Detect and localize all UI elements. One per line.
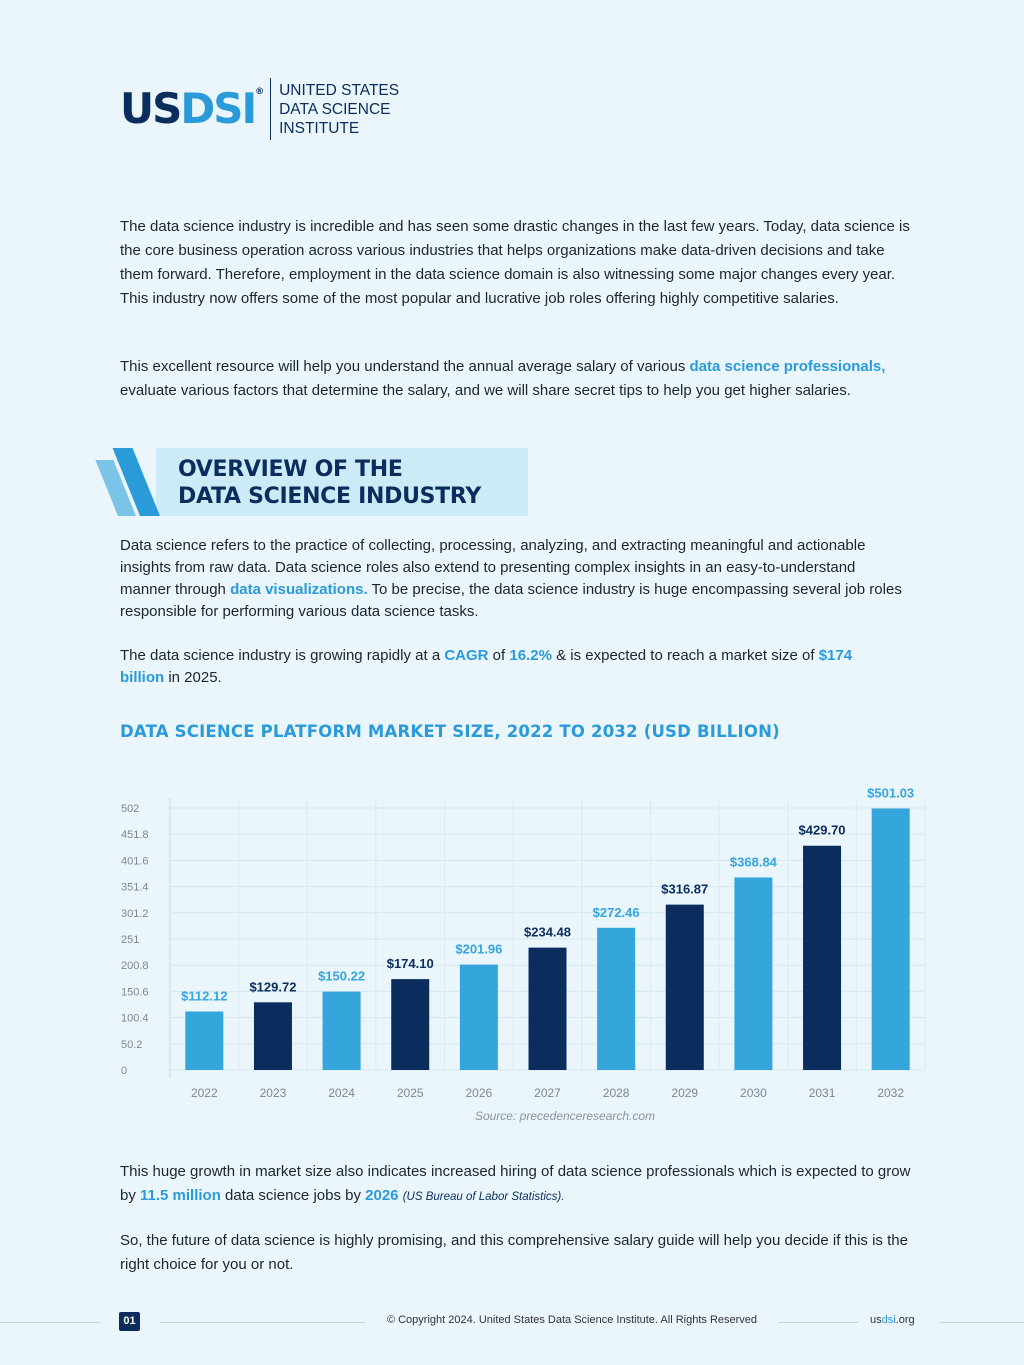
- logo-line-3: INSTITUTE: [279, 119, 360, 137]
- growth-text-c: & is expected to reach a market size of: [551, 647, 819, 664]
- y-tick-label: 451.8: [121, 829, 149, 841]
- growth-paragraph-2: So, the future of data science is highly…: [120, 1232, 908, 1273]
- section-title-line-1: OVERVIEW OF THE: [178, 457, 403, 482]
- x-tick-label: 2030: [740, 1086, 767, 1100]
- market-size-highlight: $174 billion: [120, 647, 853, 686]
- jobs-text-a: This huge growth in market size also ind…: [120, 1163, 911, 1204]
- bar-2029: [665, 904, 704, 1070]
- intro-text: This excellent resource will help you un…: [120, 358, 690, 375]
- copyright: © Copyright 2024. United States Data Sci…: [386, 1314, 758, 1326]
- data-label-2031: $429.70: [799, 823, 846, 838]
- data-label-2026: $201.96: [455, 942, 502, 957]
- x-tick-label: 2025: [397, 1086, 424, 1100]
- intro-paragraph-2: This excellent resource will help you un…: [120, 355, 920, 403]
- x-tick-label: 2031: [809, 1086, 836, 1100]
- footer: 01 © Copyright 2024. United States Data …: [0, 1312, 1024, 1332]
- data-label-2027: $234.48: [524, 925, 571, 940]
- x-tick-label: 2022: [191, 1086, 218, 1100]
- section-heading: OVERVIEW OF THE DATA SCIENCE INDUSTRY: [95, 448, 538, 518]
- growth-text-d: in 2025.: [164, 669, 222, 686]
- y-tick-label: 502: [121, 803, 139, 815]
- section-title: OVERVIEW OF THE DATA SCIENCE INDUSTRY: [178, 456, 481, 510]
- bar-2032: [871, 808, 910, 1070]
- bar-2022: [185, 1011, 224, 1070]
- registered-mark: ®: [255, 87, 265, 97]
- y-tick-label: 251: [121, 934, 139, 946]
- data-label-2025: $174.10: [387, 956, 434, 971]
- logo-divider: [270, 78, 272, 140]
- overview-paragraph-2: The data science industry is growing rap…: [120, 645, 900, 689]
- y-tick-label: 351.4: [121, 882, 149, 894]
- chart-title: DATA SCIENCE PLATFORM MARKET SIZE, 2022 …: [120, 722, 780, 741]
- heading-band: [156, 448, 528, 516]
- logo-text: UNITED STATES DATA SCIENCE INSTITUTE: [279, 81, 399, 138]
- bar-2031: [803, 845, 842, 1070]
- logo-line-1: UNITED STATES: [279, 81, 400, 99]
- site-part-dsi: dsi: [881, 1314, 896, 1326]
- logo-mark-dsi: DSI: [180, 84, 257, 133]
- data-visualizations-link[interactable]: data visualizations.: [230, 581, 368, 598]
- site-link[interactable]: usdsi.org: [870, 1314, 915, 1326]
- intro-text-end: evaluate various factors that determine …: [120, 382, 851, 399]
- footer-rule: [940, 1322, 1024, 1323]
- chart-source: Source: precedenceresearch.com: [474, 1109, 656, 1123]
- y-tick-label: 301.2: [121, 908, 149, 920]
- overview-text: Data science refers to the practice of c…: [120, 537, 866, 598]
- jobs-text-b: data science jobs by: [220, 1187, 366, 1204]
- data-label-2029: $316.87: [661, 882, 708, 897]
- x-tick-label: 2027: [534, 1086, 561, 1100]
- x-tick-label: 2029: [671, 1086, 698, 1100]
- logo-line-2: DATA SCIENCE: [279, 100, 391, 118]
- footer-rule: [778, 1322, 858, 1323]
- y-tick-label: 150.6: [121, 986, 149, 998]
- footer-rule: [0, 1322, 100, 1323]
- overview-paragraph-1: Data science refers to the practice of c…: [120, 535, 910, 623]
- bar-2027: [528, 947, 567, 1070]
- section-title-line-2: DATA SCIENCE INDUSTRY: [178, 484, 481, 509]
- bar-2023: [253, 1002, 292, 1070]
- growth-text-b: of: [488, 647, 510, 664]
- site-part-org: .org: [895, 1314, 915, 1326]
- growth-paragraph-1: This huge growth in market size also ind…: [120, 1160, 930, 1209]
- usdsi-logo: USDSI® UNITED STATES DATA SCIENCE INSTIT…: [120, 78, 399, 140]
- footer-rule: [160, 1322, 365, 1323]
- overview-text-end: To be precise, the data science industry…: [120, 581, 902, 620]
- cagr-rate: 16.2%: [509, 647, 552, 664]
- data-label-2024: $150.22: [318, 969, 365, 984]
- y-tick-label: 401.6: [121, 855, 149, 867]
- bar-2024: [322, 991, 361, 1070]
- x-tick-label: 2024: [328, 1086, 355, 1100]
- logo-mark: USDSI®: [120, 88, 264, 130]
- cagr-highlight: CAGR: [444, 647, 489, 664]
- bar-2028: [597, 927, 636, 1070]
- bls-citation: (US Bureau of Labor Statistics).: [402, 1191, 565, 1203]
- bar-2030: [734, 877, 773, 1070]
- jobs-year-highlight: 2026: [365, 1187, 399, 1204]
- x-tick-label: 2032: [877, 1086, 904, 1100]
- bar-2025: [391, 979, 430, 1070]
- growth-text-a: The data science industry is growing rap…: [120, 647, 445, 664]
- logo-mark-us: US: [120, 84, 182, 133]
- x-tick-label: 2023: [260, 1086, 287, 1100]
- page-number: 01: [119, 1312, 140, 1331]
- bar-2026: [459, 964, 498, 1070]
- site-part-us: us: [870, 1314, 882, 1326]
- y-tick-label: 50.2: [121, 1039, 142, 1051]
- intro-paragraph-1: The data science industry is incredible …: [120, 218, 910, 307]
- market-size-bar-chart: 0 50.2 100.4 150.6 200.8 251 301.2 351.4 401.6 45…: [121, 786, 926, 1100]
- y-tick-label: 100.4: [121, 1013, 149, 1025]
- y-tick-label: 0: [121, 1065, 127, 1077]
- data-label-2022: $112.12: [181, 988, 227, 1003]
- data-label-2023: $129.72: [249, 979, 296, 994]
- data-label-2032: $501.03: [867, 786, 914, 801]
- x-tick-label: 2028: [603, 1086, 630, 1100]
- data-label-2028: $272.46: [593, 905, 640, 920]
- x-tick-label: 2026: [466, 1086, 493, 1100]
- y-tick-label: 200.8: [121, 960, 149, 972]
- jobs-count-highlight: 11.5 million: [140, 1187, 221, 1204]
- data-science-professionals-link[interactable]: data science professionals,: [689, 358, 886, 375]
- data-label-2030: $368.84: [730, 854, 778, 869]
